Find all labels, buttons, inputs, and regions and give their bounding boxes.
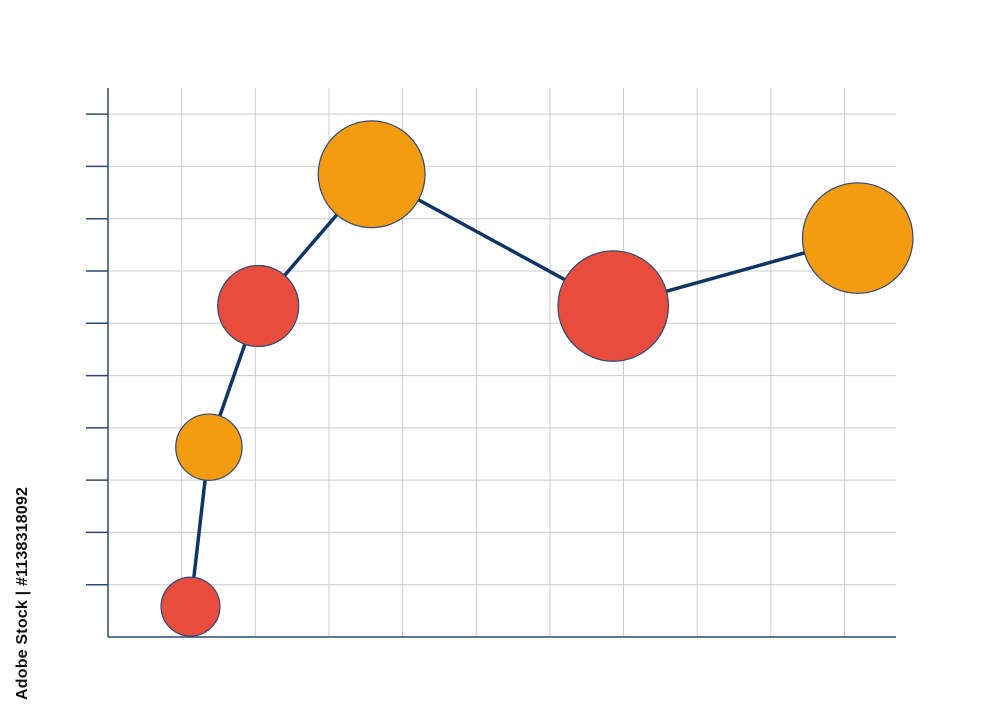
bubble-point-3 <box>217 264 300 348</box>
grid <box>108 88 896 637</box>
stock-id-label: Adobe Stock | #1138318092 <box>14 486 31 700</box>
bubble-point-4 <box>317 120 426 229</box>
series-line-1 <box>188 172 859 607</box>
axes <box>86 88 896 638</box>
bubble-layer <box>160 120 914 637</box>
bubble-point-5 <box>557 250 670 362</box>
bubble-point-2 <box>175 413 243 481</box>
bubble-point-6 <box>801 182 914 294</box>
series-line-layer <box>188 172 859 607</box>
bubble-point-1 <box>160 576 221 637</box>
